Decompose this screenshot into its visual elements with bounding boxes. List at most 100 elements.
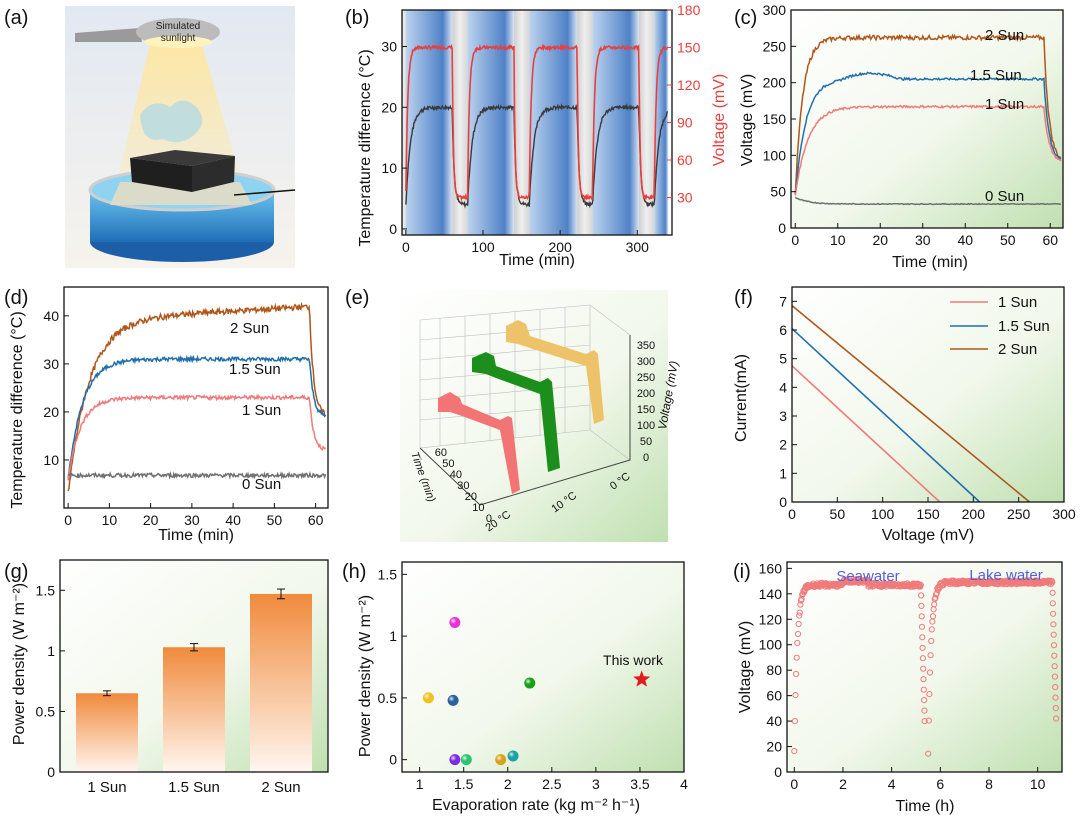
y-tick-label: 0.5 xyxy=(378,690,398,706)
series-label-c-1sun: 1 Sun xyxy=(985,96,1024,113)
data-point xyxy=(929,613,937,620)
category-label: 1.5 Sun xyxy=(168,779,220,796)
y-tick-label: 0 xyxy=(774,764,782,780)
points-i xyxy=(791,576,1060,757)
series-line-2Sun xyxy=(67,301,326,492)
data-point xyxy=(1052,705,1059,712)
y2-tick-label: 120 xyxy=(677,77,701,93)
data-point-shine xyxy=(524,677,536,689)
data-point xyxy=(920,676,927,683)
data-point xyxy=(919,644,926,651)
y-tick-label: 1 xyxy=(779,465,787,481)
absorber-block-top xyxy=(130,150,235,166)
series-label-d-0sun: 0 Sun xyxy=(242,476,281,493)
y2-axis-title-b: Voltage (mV) xyxy=(711,74,728,166)
bar xyxy=(76,693,138,772)
y-axis-title-g: Power density (W m⁻²) xyxy=(11,583,28,745)
y-tick-label: 1.5 xyxy=(378,566,398,582)
data-point-shine xyxy=(460,754,472,766)
x-tick-label: 3.5 xyxy=(630,776,650,792)
voltage-tick-label: 0 xyxy=(643,452,649,464)
data-point xyxy=(1051,673,1059,680)
iv-line-15Sun xyxy=(791,327,981,503)
series-line-1Sun xyxy=(67,393,327,481)
y-tick-label: 4 xyxy=(779,379,787,395)
y-tick-label: 5 xyxy=(779,351,787,367)
legend-item-15sun: 1.5 Sun xyxy=(998,318,1050,335)
data-point xyxy=(1049,600,1056,607)
y-tick-label: 300 xyxy=(763,2,787,18)
data-point-shine xyxy=(422,692,434,704)
x-tick-label: 250 xyxy=(1007,506,1031,522)
y-tick-label: 2 xyxy=(779,437,787,453)
x-tick-label: 2 xyxy=(839,776,847,792)
x-tick-label: 0 xyxy=(788,506,796,522)
ribbon-0C xyxy=(506,320,604,424)
x-tick-label: 150 xyxy=(916,506,940,522)
legend-f: 1 Sun 1.5 Sun 2 Sun xyxy=(950,294,1050,358)
voltage-tick-label: 350 xyxy=(637,340,655,352)
bar xyxy=(250,593,312,772)
x-tick-label: 60 xyxy=(308,512,324,528)
voltage-tick-label: 300 xyxy=(637,356,655,368)
data-point xyxy=(928,626,935,633)
y2-tick-label: 150 xyxy=(677,40,701,56)
voltage-tick-label: 250 xyxy=(637,372,655,384)
x-tick-label: 20 xyxy=(143,512,159,528)
data-point xyxy=(794,630,802,638)
lamp-bulb xyxy=(144,36,212,48)
y-tick-label: 0 xyxy=(389,221,397,237)
panel-g: (g) 1 Sun 1.5 Sun 2 Sun 0 0.5 1 1.5 Power dens… xyxy=(4,559,329,796)
y-tick-label: 0 xyxy=(389,752,397,768)
bars-g xyxy=(76,588,312,772)
data-point xyxy=(1049,579,1056,586)
light-on-strip xyxy=(405,10,453,235)
data-point xyxy=(921,707,928,714)
data-point xyxy=(927,652,934,659)
x-tick-label: 1.5 xyxy=(454,776,474,792)
y-tick-label: 0 xyxy=(778,220,786,236)
lamp-arm xyxy=(75,28,142,42)
x-tick-label: 0 xyxy=(791,232,799,248)
x-tick-label: 100 xyxy=(871,506,895,522)
series-line-15Sun xyxy=(794,71,1061,195)
data-point-shine xyxy=(449,754,461,766)
x-axis-title-c: Time (min) xyxy=(892,254,968,271)
light-on-strips xyxy=(402,10,669,235)
iv-lines xyxy=(791,305,1031,503)
y-tick-label: 100 xyxy=(763,147,787,163)
data-point xyxy=(1051,652,1058,659)
x-tick-label: 3 xyxy=(592,776,600,792)
y-tick-label: 100 xyxy=(759,637,783,653)
plot-bg-f xyxy=(792,287,1064,502)
series-lines-d xyxy=(67,301,327,492)
x-tick-label: 200 xyxy=(962,506,986,522)
time-tick-label: 60 xyxy=(435,447,447,459)
voltage-line xyxy=(405,42,668,202)
x-tick-label: 0 xyxy=(64,512,72,528)
y-tick-label: 3 xyxy=(779,408,787,424)
voltage-ticks-e: 350 300 250 200 150 100 50 0 xyxy=(637,340,655,464)
lamp-label-line1: Simulated xyxy=(156,21,200,32)
annotation-lake-water: Lake water xyxy=(969,567,1042,584)
voltage-tick-label: 200 xyxy=(637,388,655,400)
light-on-strip xyxy=(529,10,578,235)
data-point xyxy=(919,634,926,641)
x-tick-label: 200 xyxy=(548,239,572,255)
x-tick-label: 40 xyxy=(225,512,241,528)
plot-bg-i xyxy=(787,562,1062,772)
panel-a: (a) Simulated sunlight xyxy=(4,6,296,268)
data-point xyxy=(1050,621,1057,628)
data-point xyxy=(1053,715,1060,722)
ribbon-20C xyxy=(438,392,520,494)
series-label-c-0sun: 0 Sun xyxy=(985,188,1024,205)
series-label-c-2sun: 2 Sun xyxy=(985,27,1024,44)
y-tick-label: 140 xyxy=(759,586,783,602)
y-tick-label: 150 xyxy=(763,111,787,127)
data-point xyxy=(921,697,928,704)
panel-c: (c) 0 10 20 30 40 50 60 0 50 100 150 200 250 300 2 Su… xyxy=(734,2,1064,271)
x-tick-label: 0 xyxy=(402,239,410,255)
data-point xyxy=(797,601,804,608)
